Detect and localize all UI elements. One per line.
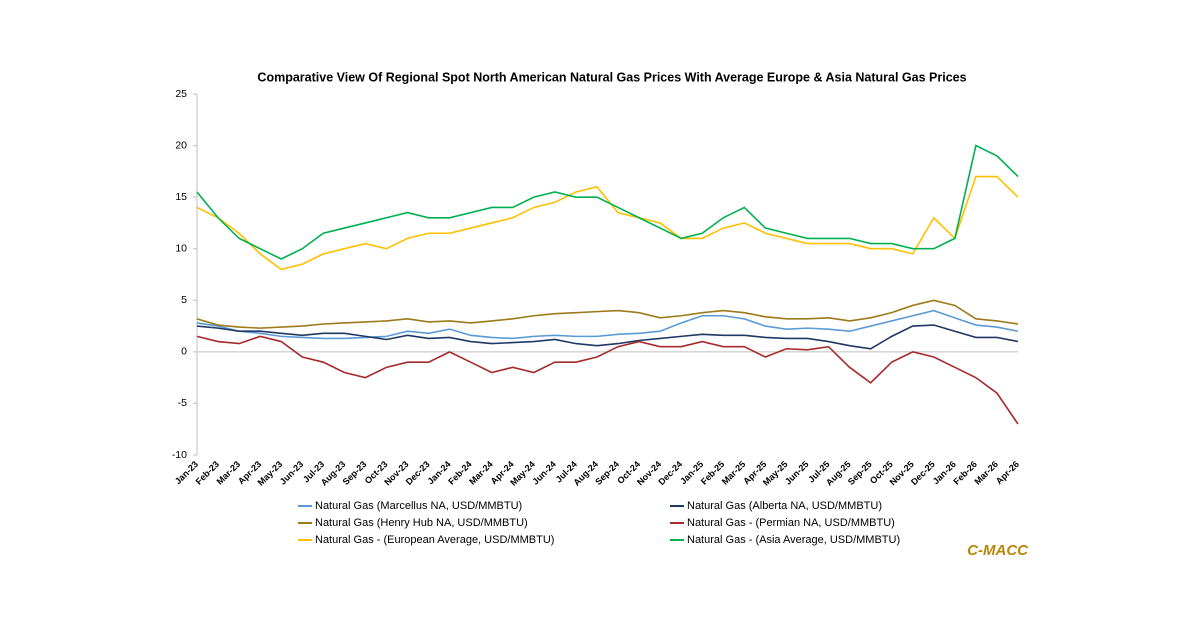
y-tick-label: -5 bbox=[178, 397, 187, 409]
x-tick-label: Dec-25 bbox=[909, 459, 937, 487]
brand: C-MACC bbox=[967, 542, 1029, 559]
legend-label: Natural Gas - (Permian NA, USD/MMBTU) bbox=[687, 517, 895, 529]
legend-label: Natural Gas - (Asia Average, USD/MMBTU) bbox=[687, 534, 900, 546]
x-tick-label: Jun-24 bbox=[530, 459, 558, 487]
x-tick-label: Sep-24 bbox=[593, 459, 621, 487]
x-tick-label: Dec-23 bbox=[404, 459, 432, 487]
series-line bbox=[196, 175, 1019, 271]
x-tick-label: Apr-26 bbox=[994, 459, 1021, 486]
y-tick-label: 25 bbox=[175, 88, 187, 100]
series-line bbox=[196, 335, 1019, 425]
legend-label: Natural Gas (Alberta NA, USD/MMBTU) bbox=[687, 500, 882, 512]
x-tick-label: Sep-25 bbox=[846, 459, 874, 487]
chart-title: Comparative View Of Regional Spot North … bbox=[257, 70, 966, 84]
y-tick-label: 0 bbox=[181, 346, 187, 358]
legend-label: Natural Gas (Marcellus NA, USD/MMBTU) bbox=[315, 500, 522, 512]
y-tick-label: 20 bbox=[175, 139, 187, 151]
y-tick-label: 10 bbox=[175, 242, 187, 254]
y-tick-label: 5 bbox=[181, 294, 187, 306]
legend-label: Natural Gas (Henry Hub NA, USD/MMBTU) bbox=[315, 517, 528, 529]
x-tick-label: Jun-23 bbox=[278, 459, 306, 487]
series-line bbox=[196, 299, 1019, 329]
legend-label: Natural Gas - (European Average, USD/MMB… bbox=[315, 534, 554, 546]
series-line bbox=[196, 144, 1019, 260]
y-tick-label: 15 bbox=[175, 191, 187, 203]
y-tick-label: -10 bbox=[172, 449, 187, 461]
x-tick-label: Jun-25 bbox=[783, 459, 811, 487]
x-tick-label: Sep-23 bbox=[341, 459, 369, 487]
series-line bbox=[196, 309, 1019, 340]
x-tick-label: Dec-24 bbox=[656, 459, 684, 487]
series-line bbox=[196, 324, 1019, 350]
